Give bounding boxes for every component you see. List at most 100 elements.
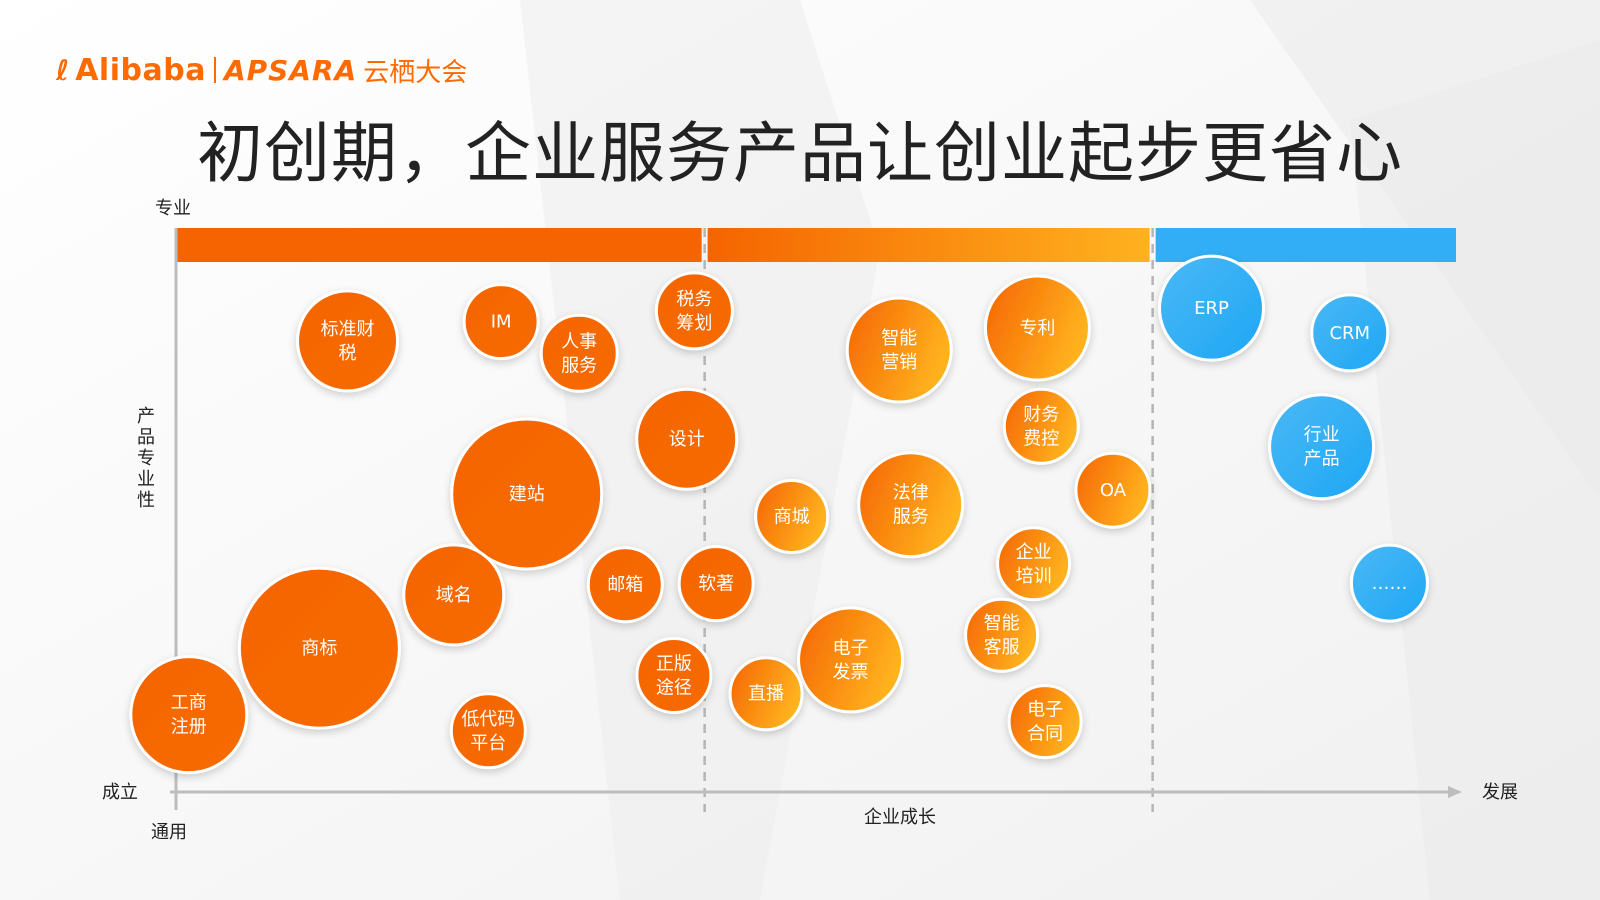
stage-bar-1 (176, 228, 702, 262)
bubble-circle (983, 274, 1091, 382)
bubble-label: OA (1100, 480, 1127, 501)
bubble-circle (586, 546, 664, 624)
yunqi-conference-text: 云栖大会 (363, 57, 468, 88)
bubble-8: 邮箱 (586, 546, 664, 624)
bubble-circle (1268, 393, 1376, 501)
bubble-circle (635, 636, 713, 714)
stage-bars (176, 228, 1456, 262)
bubble-circle (996, 526, 1072, 602)
bubble-label: 企业培训 (1016, 542, 1052, 587)
brand-logo: ℓ Alibaba APSARA 云栖大会 (56, 50, 467, 90)
bubble-label: 行业产品 (1304, 425, 1340, 470)
x-axis-title: 企业成长 (864, 807, 936, 828)
bubble-28: …… (1349, 543, 1429, 623)
bubble-label: …… (1371, 573, 1407, 594)
bubble-label: 邮箱 (607, 575, 643, 596)
y-axis-top-label: 专业 (155, 198, 191, 219)
bubble-20: 企业培训 (996, 526, 1072, 602)
logo-divider (213, 57, 216, 83)
bubble-circle (857, 451, 965, 559)
stage-bar-2 (707, 228, 1150, 262)
bubble-24: 电子合同 (1007, 684, 1083, 760)
bubble-label: 电子发票 (833, 638, 869, 683)
bubble-circle (237, 566, 401, 730)
bubble-5: 设计 (635, 387, 739, 491)
bubble-label: 法律服务 (893, 483, 929, 528)
bubble-circle (1074, 451, 1152, 529)
bubble-label: ERP (1194, 298, 1229, 319)
bubble-circle (1349, 543, 1429, 623)
apsara-wordmark: APSARA (223, 53, 358, 87)
bubble-label: 专利 (1019, 318, 1055, 339)
bubble-3: 人事服务 (539, 313, 619, 393)
bubble-23: 直播 (728, 656, 804, 732)
y-axis-bottom-label: 通用 (151, 822, 187, 843)
bubble-label: 域名 (436, 585, 472, 606)
bubble-circle (129, 655, 249, 775)
bubble-18: 法律服务 (857, 451, 965, 559)
x-axis-arrow-icon (1448, 786, 1462, 798)
bubble-16: 财务费控 (1002, 387, 1080, 465)
bubble-label: 财务费控 (1023, 404, 1059, 449)
bubble-circle (462, 283, 540, 361)
bubble-circle (654, 271, 734, 351)
bubble-label: 人事服务 (561, 331, 597, 376)
bubble-circle (449, 692, 527, 770)
bubble-circle (677, 545, 755, 623)
bubble-21: 智能客服 (964, 597, 1040, 673)
x-axis-end-label: 发展 (1482, 782, 1518, 803)
bubble-label: IM (491, 312, 512, 333)
bubble-10: 商标 (237, 566, 401, 730)
bubble-15: 专利 (983, 274, 1091, 382)
bubble-14: 智能营销 (845, 296, 953, 404)
bubble-2: IM (462, 283, 540, 361)
bubble-circle (1158, 254, 1266, 362)
bubble-9: 软著 (677, 545, 755, 623)
bubble-label: 工商注册 (171, 693, 207, 738)
bubble-6: 建站 (450, 417, 604, 571)
x-axis-start-label: 成立 (102, 782, 138, 803)
bubble-circle (296, 289, 400, 393)
bubble-label: 智能营销 (881, 328, 917, 373)
alibaba-wordmark: Alibaba (75, 52, 206, 88)
bubble-circle (728, 656, 804, 732)
bubble-circle (1002, 387, 1080, 465)
bubble-7: 域名 (402, 543, 506, 647)
bubble-label: CRM (1329, 323, 1370, 344)
page-title: 初创期，企业服务产品让创业起步更省心 (197, 115, 1403, 192)
bubble-17: 商城 (754, 479, 830, 555)
bubble-circle (964, 597, 1040, 673)
bubble-26: CRM (1310, 293, 1390, 373)
bubble-label: 软著 (698, 574, 734, 595)
bubble-label: 商城 (774, 507, 810, 528)
bubble-label: 正版途径 (656, 653, 692, 698)
bubble-19: OA (1074, 451, 1152, 529)
bubble-circle (754, 479, 830, 555)
bubble-label: 设计 (669, 429, 705, 450)
bubble-circle (797, 606, 905, 714)
bubble-label: 建站 (509, 484, 545, 505)
bubble-12: 低代码平台 (449, 692, 527, 770)
bubble-25: ERP (1158, 254, 1266, 362)
bubble-circle (1007, 684, 1083, 760)
bubble-27: 行业产品 (1268, 393, 1376, 501)
alibaba-logo-icon: ℓ (56, 53, 70, 87)
bubble-circle (845, 296, 953, 404)
bubble-label: 商标 (301, 638, 337, 659)
bubble-circle (402, 543, 506, 647)
bubble-13: 正版途径 (635, 636, 713, 714)
bubble-circle (539, 313, 619, 393)
bubble-label: 智能客服 (984, 613, 1020, 658)
bubble-1: 标准财税 (296, 289, 400, 393)
bubble-label: 低代码平台 (461, 709, 515, 754)
y-axis-title: 产品专业性 (137, 406, 155, 511)
bubble-11: 工商注册 (129, 655, 249, 775)
bubble-4: 税务筹划 (654, 271, 734, 351)
bubble-22: 电子发票 (797, 606, 905, 714)
bubble-circle (1310, 293, 1390, 373)
bubble-circle (450, 417, 604, 571)
bubble-label: 税务筹划 (676, 289, 712, 334)
bubble-label: 标准财税 (321, 319, 375, 364)
